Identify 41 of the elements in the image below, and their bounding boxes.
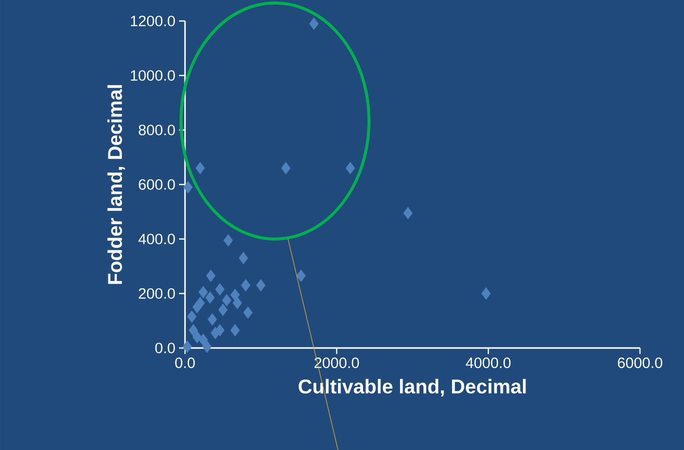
x-tick-label: 4000.0	[466, 358, 511, 368]
point	[215, 283, 225, 296]
point	[205, 291, 215, 304]
point	[309, 18, 319, 30]
y-tick-label: 0.0	[155, 342, 175, 354]
point	[281, 162, 291, 174]
point	[215, 324, 225, 336]
point	[195, 162, 205, 174]
point	[240, 279, 250, 292]
point	[208, 313, 218, 326]
point	[187, 310, 197, 323]
point	[218, 304, 228, 316]
point	[182, 340, 192, 353]
y-axis-title: Fodder land, Decimal	[107, 85, 125, 284]
point	[224, 234, 233, 247]
point	[481, 287, 491, 300]
point	[346, 162, 356, 174]
point	[230, 288, 240, 302]
point	[230, 324, 240, 336]
y-tick-label: 800.0	[138, 124, 175, 136]
point	[296, 270, 306, 282]
point	[198, 286, 208, 298]
y-tick-label: 1200.0	[130, 16, 175, 26]
y-tick-label: 200.0	[138, 288, 175, 299]
point	[222, 294, 232, 306]
point	[192, 330, 202, 344]
point	[403, 206, 413, 220]
point	[202, 340, 212, 353]
y-tick-label: 1000.0	[130, 70, 175, 81]
point	[195, 296, 205, 310]
point	[232, 296, 242, 310]
y-tick-label: 400.0	[138, 234, 175, 244]
point	[206, 270, 216, 282]
point	[238, 252, 248, 264]
point	[188, 324, 198, 336]
x-tick-label: 0.0	[175, 358, 195, 368]
point	[183, 181, 193, 194]
y-tick-label: 600.0	[138, 179, 175, 190]
point	[256, 279, 266, 292]
x-tick-label: 6000.0	[618, 358, 662, 368]
point	[243, 306, 253, 319]
